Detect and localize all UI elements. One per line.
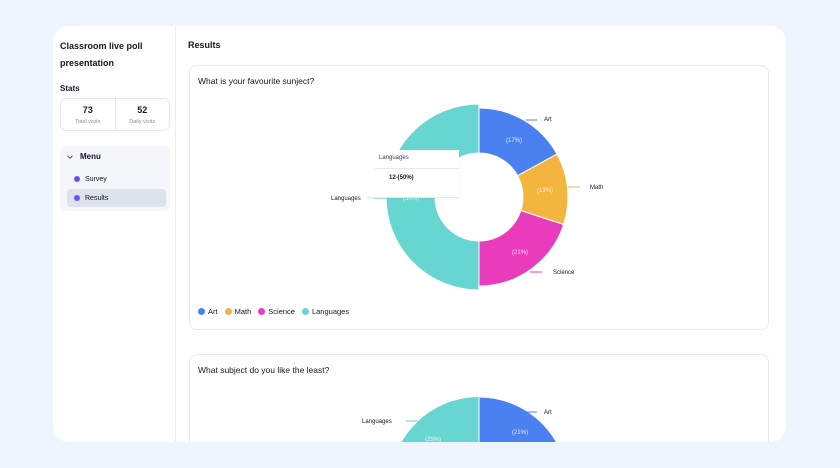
label-languages: Languages [362,419,392,425]
svg-text:(13%): (13%) [537,188,553,194]
svg-text:(21%): (21%) [512,430,528,436]
chevron-down-icon [67,154,73,159]
main-content: Results What is your favourite sunject? … [177,26,786,442]
donut-chart: (17%) (13%) (21%) (50%) Art Math Science… [331,103,603,291]
legend-dot-icon [258,308,266,315]
stat-value: 52 [137,104,148,115]
label-languages: Languages [331,196,361,202]
app-window: Classroom live poll presentation Stats 7… [53,26,786,442]
label-art: Art [544,410,552,416]
svg-text:(17%): (17%) [506,138,522,144]
stats-box: 73 Total visits 52 Daily visits [60,98,170,131]
app-title: Classroom live poll presentation [60,41,143,68]
svg-text:(25%): (25%) [425,437,441,442]
slice-art[interactable] [478,396,568,442]
bullet-icon [74,195,80,201]
stats-heading: Stats [60,84,80,93]
menu: Menu Survey Results [60,146,170,211]
legend-label: Math [234,307,252,316]
legend-dot-icon [198,308,205,315]
label-science: Science [553,270,575,276]
legend-dot-icon [301,308,309,315]
label-art: Art [544,117,552,123]
chart-tooltip: Languages 12-(50%) [367,150,459,198]
legend-label: Languages [311,307,350,316]
stat-total-visits: 73 Total visits [61,99,115,130]
chart-question: What is your favourite sunject? [198,76,315,86]
bullet-icon [74,176,80,182]
legend-item-languages[interactable]: Languages [301,307,350,316]
tooltip-label: Languages [379,155,409,161]
legend-item-math[interactable]: Math [224,307,252,316]
sidebar-item-survey[interactable]: Survey [67,170,166,188]
chart-question: What subject do you like the least? [198,365,330,375]
stat-value: 73 [82,104,93,115]
menu-toggle[interactable]: Menu [66,152,101,161]
sidebar-item-label: Results [85,194,109,202]
donut-chart: (21%) (25%) Art Languages [362,396,568,442]
stat-label: Total visits [75,118,101,125]
svg-text:(21%): (21%) [512,250,528,256]
divider [367,197,459,198]
chart-card-favourite-subject: What is your favourite sunject? (17%) (1… [189,65,769,330]
slice-science[interactable] [478,209,565,287]
legend-item-science[interactable]: Science [258,307,295,316]
legend-label: Science [268,307,295,316]
svg-text:(50%): (50%) [403,196,419,202]
sidebar-item-results[interactable]: Results [67,189,166,207]
stat-daily-visits: 52 Daily visits [114,99,170,130]
label-math: Math [590,185,603,191]
chart-card-least-liked-subject: What subject do you like the least? (21%… [189,354,769,442]
legend-dot-icon [224,308,232,315]
chart-legend: Art Math Science Languages [198,307,349,316]
legend-label: Art [208,307,218,316]
divider [375,168,459,169]
sidebar-item-label: Survey [85,175,107,183]
page-title: Results [188,40,221,50]
menu-label: Menu [80,152,101,161]
sidebar: Classroom live poll presentation Stats 7… [53,26,176,442]
legend-item-art[interactable]: Art [198,307,218,316]
tooltip-value: 12-(50%) [389,175,414,181]
slice-languages[interactable] [416,397,479,442]
stat-label: Daily visits [129,118,156,125]
